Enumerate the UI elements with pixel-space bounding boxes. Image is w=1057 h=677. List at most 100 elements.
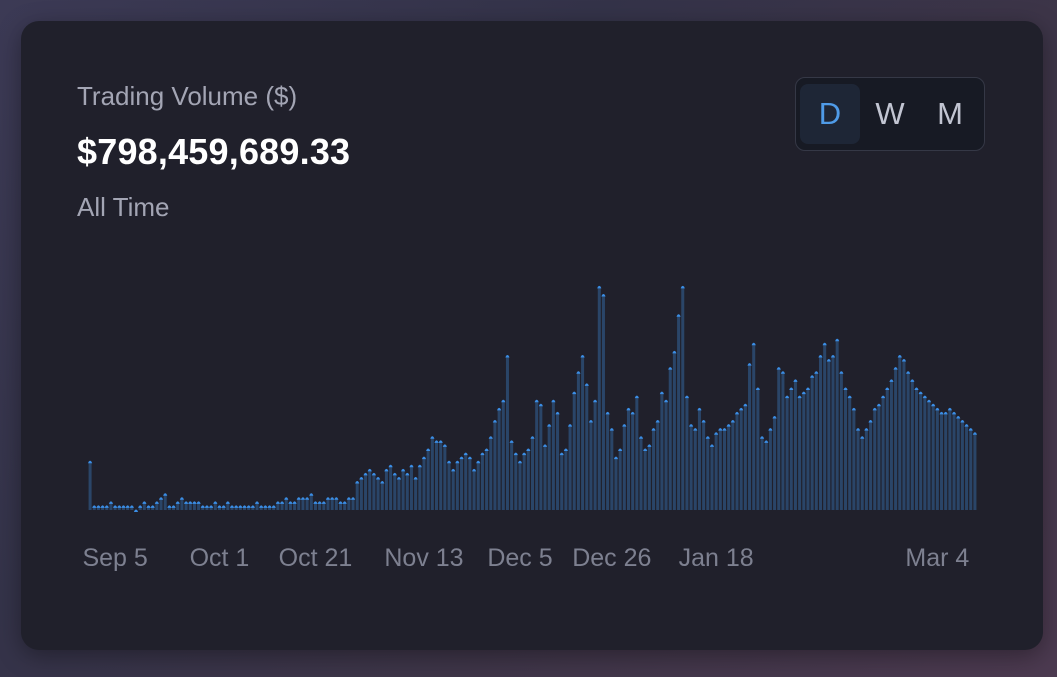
volume-bar[interactable] xyxy=(201,505,205,510)
volume-bar[interactable] xyxy=(852,408,856,510)
volume-bar[interactable] xyxy=(121,505,125,510)
volume-bar[interactable] xyxy=(531,436,535,510)
volume-bar[interactable] xyxy=(722,428,726,510)
volume-bar[interactable] xyxy=(635,396,639,510)
volume-bar[interactable] xyxy=(522,453,526,510)
volume-bar[interactable] xyxy=(401,469,405,510)
volume-bar[interactable] xyxy=(927,400,931,510)
volume-bar[interactable] xyxy=(472,469,476,510)
volume-bar[interactable] xyxy=(543,444,547,510)
volume-bar[interactable] xyxy=(768,428,772,510)
volume-bar[interactable] xyxy=(743,404,747,510)
volume-bar[interactable] xyxy=(889,379,893,510)
volume-bar[interactable] xyxy=(643,449,647,510)
volume-bar[interactable] xyxy=(159,497,163,510)
volume-bar[interactable] xyxy=(126,505,130,510)
volume-bar[interactable] xyxy=(848,396,852,510)
volume-bar[interactable] xyxy=(276,501,280,510)
volume-bar[interactable] xyxy=(898,355,902,510)
volume-bar[interactable] xyxy=(468,457,472,510)
volume-bar[interactable] xyxy=(839,371,843,510)
volume-bar[interactable] xyxy=(593,400,597,510)
volume-bar[interactable] xyxy=(167,505,171,510)
volume-bar[interactable] xyxy=(397,477,401,510)
volume-bar[interactable] xyxy=(614,457,618,510)
volume-bar[interactable] xyxy=(810,375,814,510)
volume-bar[interactable] xyxy=(372,473,376,510)
volume-bar[interactable] xyxy=(940,412,944,510)
volume-bar[interactable] xyxy=(280,501,284,510)
volume-bar[interactable] xyxy=(702,420,706,510)
volume-bar[interactable] xyxy=(860,436,864,510)
volume-bar[interactable] xyxy=(514,453,518,510)
volume-bar[interactable] xyxy=(718,428,722,510)
volume-bar[interactable] xyxy=(960,420,964,510)
toggle-daily-button[interactable]: D xyxy=(800,84,860,144)
volume-bar[interactable] xyxy=(339,501,343,510)
volume-bar[interactable] xyxy=(493,420,497,510)
volume-bar[interactable] xyxy=(752,343,756,510)
volume-bar[interactable] xyxy=(368,469,372,510)
volume-bar[interactable] xyxy=(572,392,576,510)
volume-bar[interactable] xyxy=(652,428,656,510)
volume-bar[interactable] xyxy=(693,428,697,510)
volume-bar[interactable] xyxy=(364,473,368,510)
volume-bar[interactable] xyxy=(209,505,213,510)
volume-bar[interactable] xyxy=(731,420,735,510)
volume-bar[interactable] xyxy=(597,286,601,510)
volume-bar[interactable] xyxy=(864,428,868,510)
volume-bar[interactable] xyxy=(501,400,505,510)
volume-bar[interactable] xyxy=(485,449,489,510)
volume-bar[interactable] xyxy=(330,497,334,510)
volume-bar[interactable] xyxy=(777,367,781,510)
volume-bar[interactable] xyxy=(827,359,831,510)
volume-bar[interactable] xyxy=(547,424,551,510)
volume-bar[interactable] xyxy=(814,371,818,510)
volume-bar[interactable] xyxy=(585,383,589,510)
volume-bar[interactable] xyxy=(510,440,514,510)
volume-bar[interactable] xyxy=(581,355,585,510)
volume-bar[interactable] xyxy=(877,404,881,510)
volume-bar[interactable] xyxy=(213,501,217,510)
volume-bar[interactable] xyxy=(389,465,393,510)
volume-bar[interactable] xyxy=(105,505,109,510)
volume-bar[interactable] xyxy=(255,501,259,510)
volume-bar[interactable] xyxy=(539,404,543,510)
volume-bar[interactable] xyxy=(681,286,685,510)
volume-bar[interactable] xyxy=(393,473,397,510)
volume-bar[interactable] xyxy=(272,505,276,510)
volume-bar[interactable] xyxy=(727,424,731,510)
volume-bar[interactable] xyxy=(969,428,973,510)
volume-bar[interactable] xyxy=(443,444,447,510)
volume-bar[interactable] xyxy=(447,461,451,510)
volume-bar[interactable] xyxy=(576,371,580,510)
volume-bar[interactable] xyxy=(435,440,439,510)
volume-bar[interactable] xyxy=(288,501,292,510)
volume-bar[interactable] xyxy=(622,424,626,510)
volume-bar[interactable] xyxy=(518,461,522,510)
volume-bar[interactable] xyxy=(793,379,797,510)
volume-bar[interactable] xyxy=(789,388,793,510)
volume-bar[interactable] xyxy=(739,408,743,510)
volume-bar[interactable] xyxy=(430,436,434,510)
volume-bar[interactable] xyxy=(560,453,564,510)
volume-bar[interactable] xyxy=(480,453,484,510)
volume-bar[interactable] xyxy=(334,497,338,510)
volume-bar[interactable] xyxy=(309,493,313,510)
volume-bar[interactable] xyxy=(781,371,785,510)
volume-bar[interactable] xyxy=(297,497,301,510)
volume-bar[interactable] xyxy=(347,497,351,510)
volume-bar[interactable] xyxy=(422,457,426,510)
toggle-weekly-button[interactable]: W xyxy=(875,96,905,131)
volume-bar[interactable] xyxy=(426,449,430,510)
volume-bar[interactable] xyxy=(322,501,326,510)
volume-bar[interactable] xyxy=(735,412,739,510)
volume-bar[interactable] xyxy=(251,505,255,510)
volume-bar[interactable] xyxy=(956,416,960,510)
volume-bar[interactable] xyxy=(589,420,593,510)
volume-bar[interactable] xyxy=(823,343,827,510)
volume-bar[interactable] xyxy=(618,449,622,510)
volume-bar[interactable] xyxy=(910,379,914,510)
volume-bar[interactable] xyxy=(505,355,509,510)
volume-bar[interactable] xyxy=(222,505,226,510)
